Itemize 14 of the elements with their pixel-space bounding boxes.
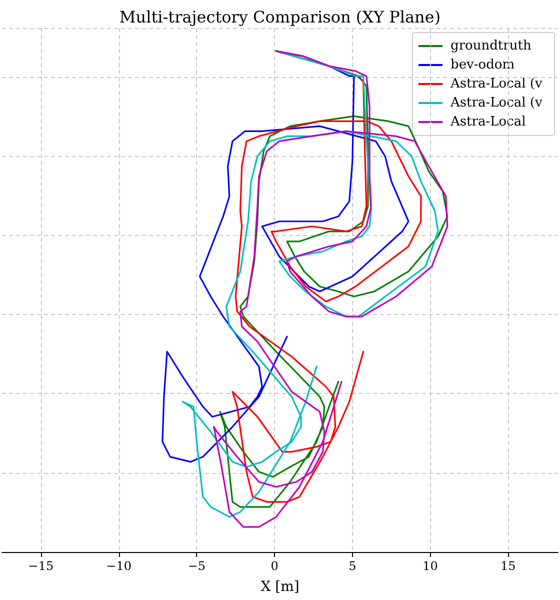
x-tick-label: −15 <box>28 559 54 573</box>
chart-title: Multi-trajectory Comparison (XY Plane) <box>119 8 441 26</box>
legend-label: groundtruth <box>450 38 532 54</box>
x-tick-label: 10 <box>422 559 438 573</box>
x-tick-label: 5 <box>348 559 356 573</box>
x-axis-title: X [m] <box>260 579 300 595</box>
legend-label: bev-odom <box>450 58 515 72</box>
x-tick-label: −10 <box>106 559 132 573</box>
x-tick-label: −5 <box>188 559 206 573</box>
x-tick-label: 0 <box>270 559 278 573</box>
legend-label: Astra-Local (v <box>450 76 543 92</box>
legend-label: Astra-Local (v <box>450 96 543 110</box>
x-tick-label: 15 <box>500 559 516 573</box>
legend-label: Astra-Local <box>450 114 526 130</box>
